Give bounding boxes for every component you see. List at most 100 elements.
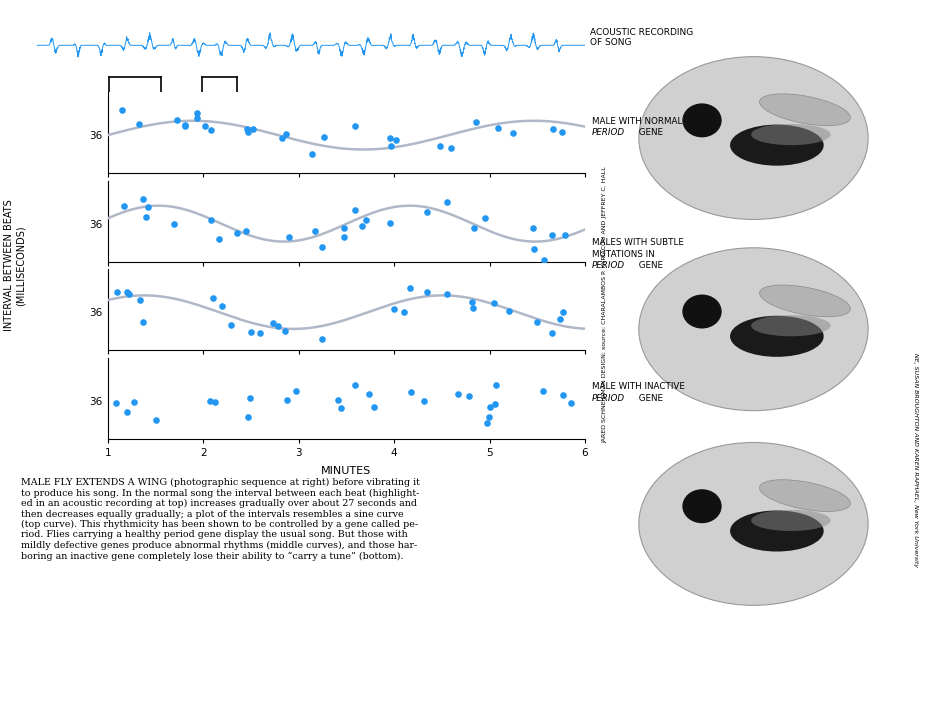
Point [120, 406, 135, 418]
Point [139, 211, 154, 222]
Point [208, 396, 223, 408]
Point [555, 307, 570, 318]
Point [388, 134, 403, 145]
Point [419, 206, 434, 217]
Point [337, 232, 352, 243]
Point [282, 232, 297, 243]
Point [419, 286, 434, 297]
Point [477, 212, 492, 223]
Point [177, 120, 192, 132]
Point [465, 302, 480, 314]
Point [239, 225, 254, 236]
Point [535, 385, 550, 396]
Text: MALE FLY EXTENDS A WING (photographic sequence at right) before vibrating it
to : MALE FLY EXTENDS A WING (photographic se… [21, 478, 419, 561]
Point [266, 317, 281, 329]
Point [114, 104, 129, 115]
Point [490, 122, 505, 134]
Point [148, 414, 163, 426]
Text: PERIOD: PERIOD [592, 261, 624, 270]
Point [241, 126, 256, 137]
Point [556, 389, 571, 400]
Point [253, 327, 268, 338]
Point [451, 389, 466, 400]
Text: MALES WITH SUBTLE: MALES WITH SUBTLE [592, 239, 683, 247]
Point [461, 390, 476, 401]
Point [314, 241, 329, 253]
Point [278, 128, 293, 139]
Point [203, 396, 218, 407]
Point [348, 120, 363, 132]
Text: PERIOD: PERIOD [592, 394, 624, 403]
Point [536, 254, 551, 266]
Point [120, 286, 135, 297]
Point [489, 379, 504, 391]
Point [246, 123, 261, 135]
Point [397, 307, 412, 318]
Point [444, 142, 459, 154]
Text: MUTATIONS IN: MUTATIONS IN [592, 250, 654, 258]
Point [331, 394, 346, 406]
Point [487, 398, 502, 409]
Text: GENE: GENE [636, 261, 664, 270]
Point [387, 303, 402, 314]
Point [554, 127, 569, 138]
Point [545, 229, 560, 241]
Point [361, 388, 376, 399]
Point [316, 131, 331, 142]
Point [403, 386, 418, 397]
Point [466, 222, 481, 234]
Point [224, 319, 239, 331]
Text: WINGBEAT: WINGBEAT [196, 96, 243, 105]
Point [206, 292, 221, 304]
Point [558, 229, 573, 241]
Point [110, 286, 124, 297]
Point [502, 306, 517, 317]
Point [354, 220, 369, 232]
Point [140, 202, 155, 213]
Point [243, 327, 258, 338]
Point [212, 233, 227, 244]
Point [135, 316, 150, 328]
Point [204, 215, 219, 226]
Point [440, 196, 455, 207]
Point [240, 123, 255, 135]
Point [136, 193, 151, 204]
Text: JARED SCHNEIDMAN DESIGN; source: CHARALAMBOS P. KYRIACOU AND JEFFREY C. HALL: JARED SCHNEIDMAN DESIGN; source: CHARALA… [602, 166, 607, 442]
Point [288, 385, 303, 396]
Point [469, 116, 484, 127]
Point [280, 394, 295, 405]
Point [383, 217, 398, 229]
Point [552, 313, 567, 324]
Point [530, 316, 545, 328]
Point [197, 121, 212, 132]
Point [487, 297, 502, 309]
Point [132, 295, 147, 306]
Point [305, 149, 320, 160]
Text: MALE WITH NORMAL: MALE WITH NORMAL [592, 117, 682, 126]
Point [526, 222, 541, 234]
Point [417, 396, 431, 407]
Point [132, 118, 147, 130]
Point [108, 397, 123, 409]
Text: PERIOD: PERIOD [592, 128, 624, 137]
Point [483, 401, 498, 413]
Text: MALE WITH INACTIVE: MALE WITH INACTIVE [592, 382, 684, 392]
Point [177, 120, 192, 131]
Point [126, 396, 141, 408]
Text: ACOUSTIC RECORDING
OF SONG: ACOUSTIC RECORDING OF SONG [591, 28, 694, 47]
Point [545, 327, 560, 338]
Point [358, 215, 373, 226]
Text: GENE: GENE [636, 128, 664, 137]
Point [464, 297, 479, 308]
Point [336, 222, 351, 233]
Point [242, 392, 257, 404]
Point [308, 226, 323, 237]
Point [189, 107, 204, 118]
Point [314, 333, 329, 345]
Point [481, 411, 496, 423]
Point [215, 301, 230, 312]
Point [506, 127, 521, 139]
Point [479, 417, 494, 428]
Text: INTERVAL BETWEEN BEATS
(MILLISECONDS): INTERVAL BETWEEN BEATS (MILLISECONDS) [4, 200, 26, 331]
Point [121, 289, 136, 300]
